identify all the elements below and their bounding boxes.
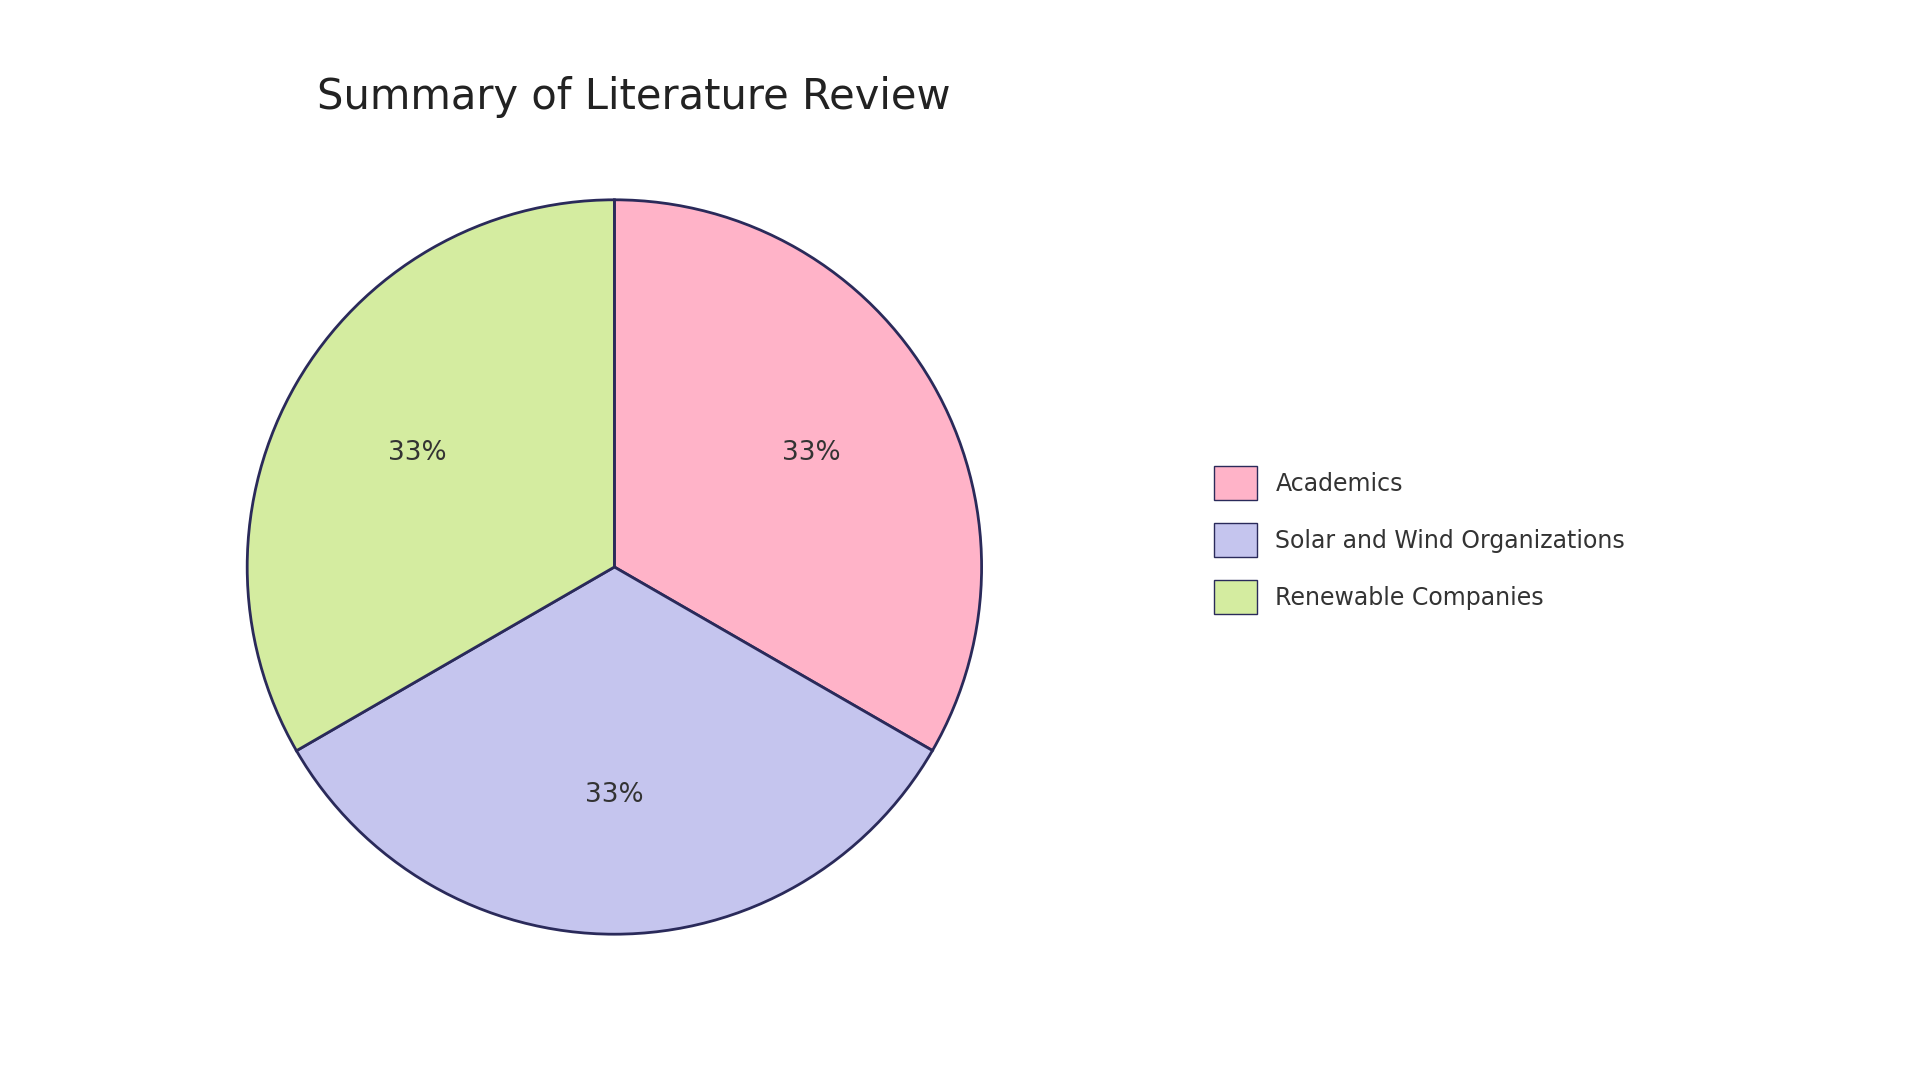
Text: Summary of Literature Review: Summary of Literature Review: [317, 76, 950, 118]
Wedge shape: [614, 200, 981, 751]
Text: 33%: 33%: [388, 441, 447, 467]
Wedge shape: [248, 200, 614, 751]
Text: 33%: 33%: [781, 441, 841, 467]
Legend: Academics, Solar and Wind Organizations, Renewable Companies: Academics, Solar and Wind Organizations,…: [1202, 455, 1638, 625]
Wedge shape: [296, 567, 933, 934]
Text: 33%: 33%: [586, 782, 643, 808]
